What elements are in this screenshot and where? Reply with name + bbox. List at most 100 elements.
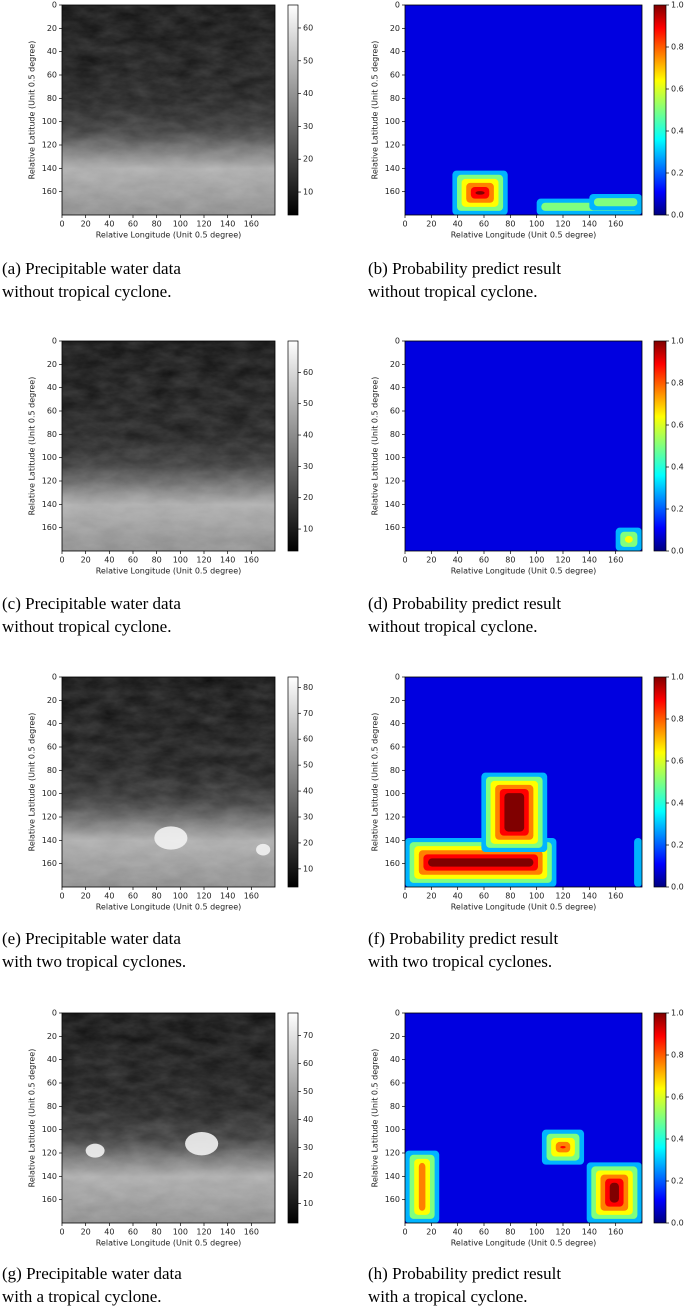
x-tick-label: 100 — [173, 1228, 188, 1237]
x-tick-label: 120 — [196, 220, 211, 229]
x-tick-label: 0 — [402, 220, 407, 229]
colorbar-tick-label: 0.2 — [671, 169, 684, 178]
y-tick-label: 0 — [395, 673, 400, 682]
colorbar-tick-label: 50 — [303, 56, 313, 65]
x-tick-label: 60 — [479, 892, 489, 901]
y-tick-label: 80 — [47, 430, 57, 439]
caption: (d) Probability predict result — [368, 594, 561, 613]
x-tick-label: 140 — [582, 1228, 597, 1237]
x-tick-label: 60 — [479, 1228, 489, 1237]
colorbar-tick-label: 10 — [303, 188, 313, 197]
x-tick-label: 60 — [128, 556, 138, 565]
x-tick-label: 60 — [128, 220, 138, 229]
panel: 0 20 40 60 80 100 120 140 160 0 20 40 60 80 100 120 140 1… — [2, 673, 313, 971]
colorbar-tick-label: 0.8 — [671, 715, 684, 724]
colorbar-tick-label: 60 — [303, 735, 313, 744]
panel: 0 20 40 60 80 100 120 140 160 0 20 40 60 80 100 120 140 1… — [368, 337, 684, 636]
colorbar-tick-label: 0.4 — [671, 1135, 684, 1144]
y-tick-label: 100 — [385, 1125, 400, 1134]
colorbar-tick-label: 0.8 — [671, 1051, 684, 1060]
colorbar-tick-label: 0.6 — [671, 85, 684, 94]
x-tick-label: 140 — [582, 220, 597, 229]
colorbar — [653, 676, 667, 888]
y-tick-label: 80 — [47, 1102, 57, 1111]
x-tick-label: 120 — [196, 556, 211, 565]
x-tick-label: 20 — [426, 892, 436, 901]
colorbar-tick-label: 40 — [303, 89, 313, 98]
x-tick-label: 80 — [152, 220, 162, 229]
x-tick-label: 0 — [59, 556, 64, 565]
colorbar-tick-label: 0.6 — [671, 757, 684, 766]
x-tick-label: 40 — [453, 1228, 463, 1237]
y-tick-label: 40 — [390, 47, 400, 56]
colorbar — [287, 340, 299, 552]
y-tick-label: 160 — [385, 1195, 400, 1204]
y-tick-label: 140 — [385, 500, 400, 509]
x-tick-label: 0 — [59, 220, 64, 229]
water-image — [62, 1013, 275, 1223]
colorbar-tick-label: 0.6 — [671, 421, 684, 430]
caption: without tropical cyclone. — [2, 282, 171, 301]
caption: (f) Probability predict result — [368, 929, 559, 948]
water-image — [62, 677, 275, 887]
axes-frame — [61, 1012, 276, 1224]
y-axis-label: Relative Latitude (Unit 0.5 degree) — [371, 713, 380, 852]
panel: 0 20 40 60 80 100 120 140 160 0 20 40 60 80 100 120 140 1… — [2, 337, 313, 636]
y-tick-label: 20 — [390, 24, 400, 33]
caption: with a tropical cyclone. — [2, 1287, 162, 1306]
colorbar-tick-label: 10 — [303, 1199, 313, 1208]
y-tick-label: 140 — [42, 1172, 57, 1181]
panel: 0 20 40 60 80 100 120 140 160 0 20 40 60 80 100 120 140 1… — [368, 1, 684, 301]
x-tick-label: 120 — [555, 556, 570, 565]
x-tick-label: 0 — [402, 892, 407, 901]
colorbar-tick-label: 20 — [303, 493, 313, 502]
x-tick-label: 100 — [529, 220, 544, 229]
y-tick-label: 60 — [47, 1079, 57, 1088]
y-tick-label: 120 — [385, 477, 400, 486]
x-tick-label: 160 — [608, 556, 623, 565]
x-tick-label: 20 — [426, 220, 436, 229]
caption: (c) Precipitable water data — [2, 594, 181, 613]
y-tick-label: 100 — [42, 453, 57, 462]
prob-region — [609, 1182, 619, 1203]
y-tick-label: 40 — [47, 47, 57, 56]
axes-frame — [61, 4, 276, 216]
y-tick-label: 160 — [42, 187, 57, 196]
y-axis-label: Relative Latitude (Unit 0.5 degree) — [371, 377, 380, 516]
x-axis-label: Relative Longitude (Unit 0.5 degree) — [96, 231, 242, 240]
caption: without tropical cyclone. — [2, 617, 171, 636]
y-tick-label: 140 — [385, 836, 400, 845]
colorbar-tick-label: 10 — [303, 525, 313, 534]
prob-base — [405, 341, 642, 551]
y-tick-label: 0 — [52, 1009, 57, 1018]
caption: (h) Probability predict result — [368, 1264, 561, 1283]
x-tick-label: 160 — [244, 892, 259, 901]
colorbar-tick-label: 40 — [303, 431, 313, 440]
y-tick-label: 40 — [390, 383, 400, 392]
y-tick-label: 100 — [42, 117, 57, 126]
prob-region — [428, 858, 534, 867]
colorbar-tick-label: 0.0 — [671, 547, 684, 556]
axes-frame — [404, 340, 643, 552]
y-tick-label: 0 — [395, 1009, 400, 1018]
colorbar-tick-label: 0.8 — [671, 43, 684, 52]
x-tick-label: 140 — [220, 556, 235, 565]
x-tick-label: 80 — [152, 556, 162, 565]
panel: 0 20 40 60 80 100 120 140 160 0 20 40 60 80 100 120 140 1… — [2, 1, 313, 301]
colorbar-tick-label: 60 — [303, 368, 313, 377]
y-tick-label: 60 — [390, 71, 400, 80]
x-tick-label: 100 — [173, 556, 188, 565]
colorbar-tick-label: 10 — [303, 864, 313, 873]
x-tick-label: 40 — [104, 556, 114, 565]
colorbar-tick-label: 20 — [303, 1171, 313, 1180]
x-axis-label: Relative Longitude (Unit 0.5 degree) — [451, 231, 597, 240]
cyclone — [154, 826, 188, 850]
y-tick-label: 140 — [42, 500, 57, 509]
x-tick-label: 40 — [453, 892, 463, 901]
water-texture — [62, 1013, 275, 1223]
colorbar-tick-label: 0.2 — [671, 505, 684, 514]
x-tick-label: 40 — [453, 220, 463, 229]
water-texture — [62, 677, 275, 887]
y-tick-label: 160 — [385, 859, 400, 868]
x-tick-label: 20 — [426, 556, 436, 565]
